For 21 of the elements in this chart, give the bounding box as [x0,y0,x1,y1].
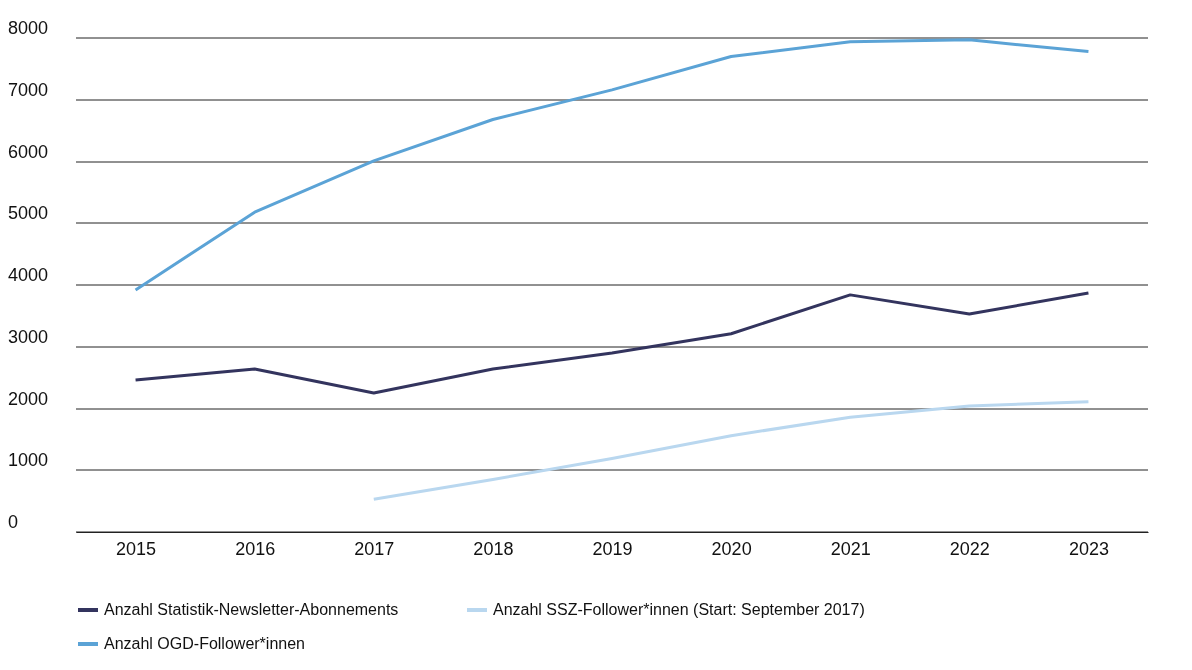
y-tick-label: 7000 [8,79,49,100]
legend-label: Anzahl OGD-Follower*innen [104,635,305,652]
x-tick-label: 2023 [1068,538,1109,559]
x-tick-label: 2015 [116,538,157,559]
y-tick-label: 5000 [8,203,49,224]
y-tick-label: 8000 [8,18,49,38]
x-tick-label: 2019 [592,538,633,559]
y-tick-label: 2000 [8,388,49,409]
y-tick-label: 4000 [8,265,49,285]
y-tick-label: 3000 [8,326,49,347]
x-tick-label: 2016 [235,538,276,559]
x-tick-label: 2020 [711,538,752,559]
y-tick-label: 1000 [8,450,49,471]
y-tick-label: 0 [8,512,19,532]
x-tick-label: 2022 [949,538,990,559]
x-tick-label: 2018 [473,538,514,559]
x-tick-label: 2017 [354,538,395,559]
x-tick-label: 2021 [830,538,871,559]
legend-label: Anzahl SSZ-Follower*innen (Start: September 2017) [493,601,865,618]
y-tick-label: 6000 [8,141,49,162]
legend-label: Anzahl Statistik-Newsletter-Abonnements [104,601,399,618]
